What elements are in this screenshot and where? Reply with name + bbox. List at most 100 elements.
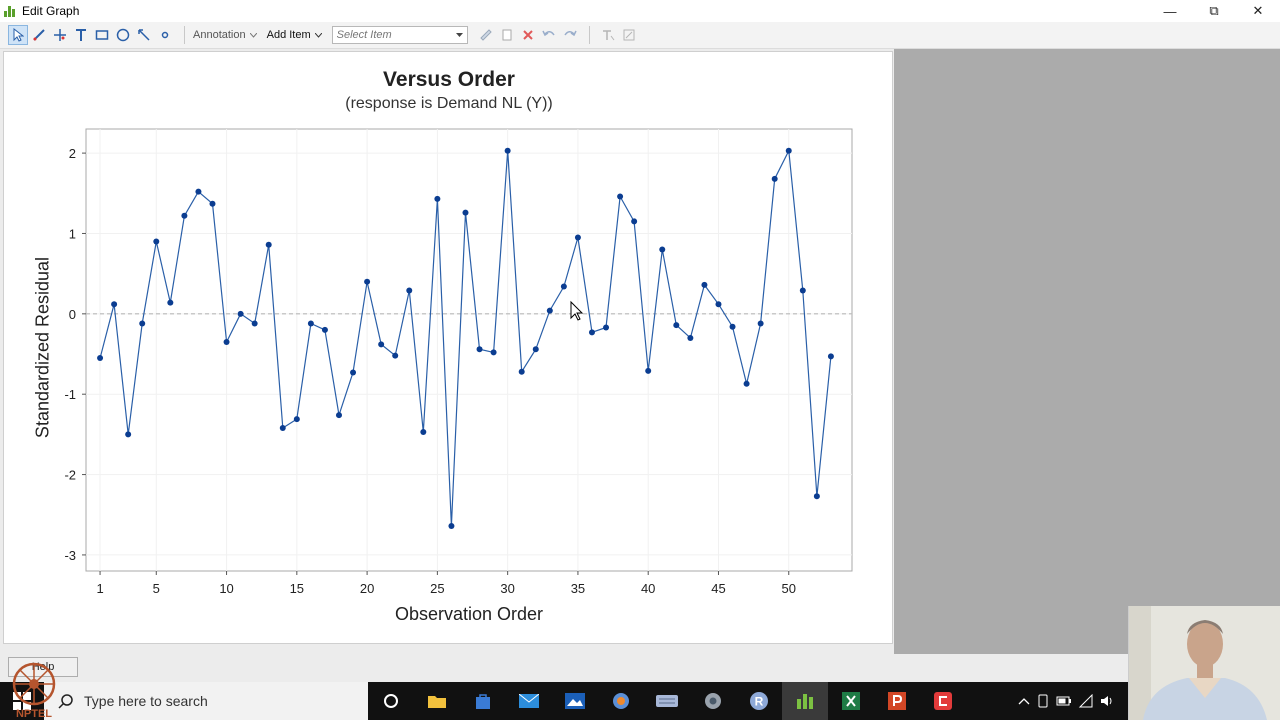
nptel-logo: NPTEL — [6, 660, 62, 720]
data-point — [448, 522, 455, 529]
text-format-icon[interactable] — [598, 25, 618, 45]
excel-icon[interactable] — [828, 682, 874, 720]
title-bar: Edit Graph — ⧉ ✕ — [0, 0, 1280, 22]
powerpoint-icon[interactable] — [874, 682, 920, 720]
copy-item-icon[interactable] — [497, 25, 517, 45]
data-point — [617, 193, 624, 200]
browser-icon[interactable] — [598, 682, 644, 720]
data-point — [378, 341, 385, 348]
y-tick-label: -3 — [64, 548, 76, 563]
data-point — [321, 326, 328, 333]
x-tick-label: 30 — [500, 581, 514, 596]
data-point — [532, 346, 539, 353]
data-point — [560, 283, 567, 290]
minimize-button[interactable]: — — [1163, 3, 1177, 19]
graph-editing-toolbar: Annotation Add Item Select Item — [0, 22, 1280, 49]
marker-tool-icon[interactable] — [155, 25, 175, 45]
crosshair-tool-icon[interactable] — [50, 25, 70, 45]
search-placeholder: Type here to search — [84, 693, 208, 709]
toolbar-separator — [184, 26, 185, 44]
select-item-placeholder: Select Item — [336, 29, 392, 41]
chart-title[interactable]: Versus Order — [383, 68, 515, 91]
brush-tool-icon[interactable] — [29, 25, 49, 45]
chevron-up-icon[interactable] — [1018, 697, 1030, 705]
data-point — [673, 322, 680, 329]
cortana-icon[interactable] — [368, 682, 414, 720]
data-point — [335, 412, 342, 419]
keyboard-icon[interactable] — [644, 682, 690, 720]
photos-icon[interactable] — [552, 682, 598, 720]
window-title: Edit Graph — [22, 4, 80, 18]
data-point — [223, 338, 230, 345]
device-icon[interactable] — [1036, 694, 1050, 708]
r-icon[interactable]: R — [736, 682, 782, 720]
delete-icon[interactable] — [518, 25, 538, 45]
file-explorer-icon[interactable] — [414, 682, 460, 720]
wifi-icon[interactable] — [1078, 694, 1094, 708]
chart-subtitle[interactable]: (response is Demand NL (Y)) — [345, 95, 553, 112]
data-point — [111, 301, 118, 308]
x-axis-label[interactable]: Observation Order — [394, 604, 544, 624]
mail-icon[interactable] — [506, 682, 552, 720]
data-point — [603, 324, 610, 331]
x-tick-label: 40 — [641, 581, 655, 596]
y-tick-label: -1 — [64, 387, 76, 402]
annotation-label: Annotation — [193, 29, 246, 41]
system-tray — [1018, 682, 1114, 720]
data-point — [420, 428, 427, 435]
select-tool-icon[interactable] — [8, 25, 28, 45]
taskbar-search-box[interactable]: Type here to search — [44, 682, 368, 720]
plot-frame — [85, 128, 853, 572]
store-icon[interactable] — [460, 682, 506, 720]
minitab-graph-icon — [4, 5, 16, 17]
battery-icon[interactable] — [1056, 695, 1072, 707]
data-point — [307, 320, 314, 327]
rectangle-tool-icon[interactable] — [92, 25, 112, 45]
redo-icon[interactable] — [560, 25, 580, 45]
x-tick-label: 45 — [711, 581, 725, 596]
graph-layout-icon[interactable] — [619, 25, 639, 45]
chevron-down-icon — [249, 32, 257, 38]
data-point — [659, 246, 666, 253]
minitab-icon[interactable] — [782, 682, 828, 720]
data-point — [181, 212, 188, 219]
data-point — [476, 346, 483, 353]
data-point — [139, 320, 146, 327]
close-button[interactable]: ✕ — [1252, 3, 1264, 18]
graph-workspace: Versus Order (response is Demand NL (Y))… — [0, 49, 1280, 654]
speaker-icon[interactable] — [1100, 694, 1114, 708]
annotation-menu[interactable]: Annotation — [193, 29, 257, 41]
add-item-label: Add Item — [266, 29, 311, 41]
text-tool-icon[interactable] — [71, 25, 91, 45]
y-tick-label: 2 — [69, 146, 76, 161]
toolbar-separator — [588, 26, 590, 44]
data-point — [588, 329, 595, 336]
ellipse-tool-icon[interactable] — [113, 25, 133, 45]
x-tick-label: 25 — [430, 581, 444, 596]
data-point — [490, 349, 497, 356]
data-point — [827, 353, 834, 360]
data-point — [757, 320, 764, 327]
x-tick-label: 50 — [782, 581, 796, 596]
data-point — [574, 234, 581, 241]
data-point — [279, 424, 286, 431]
svg-text:NPTEL: NPTEL — [16, 708, 52, 720]
line-tool-icon[interactable] — [134, 25, 154, 45]
chrome-icon[interactable] — [690, 682, 736, 720]
data-point — [799, 287, 806, 294]
camtasia-icon[interactable] — [920, 682, 966, 720]
data-point — [771, 175, 778, 182]
mouse-cursor-icon — [570, 300, 584, 321]
data-point — [406, 287, 413, 294]
select-item-dropdown[interactable]: Select Item — [331, 26, 468, 44]
undo-icon[interactable] — [539, 25, 559, 45]
data-point — [631, 218, 638, 225]
data-point — [504, 147, 511, 154]
restore-button[interactable]: ⧉ — [1209, 3, 1219, 18]
add-item-menu[interactable]: Add Item — [267, 29, 322, 41]
edit-item-icon[interactable] — [476, 25, 496, 45]
x-tick-label: 5 — [153, 581, 160, 596]
data-point — [462, 209, 469, 216]
graph-page[interactable]: Versus Order (response is Demand NL (Y))… — [3, 51, 893, 644]
